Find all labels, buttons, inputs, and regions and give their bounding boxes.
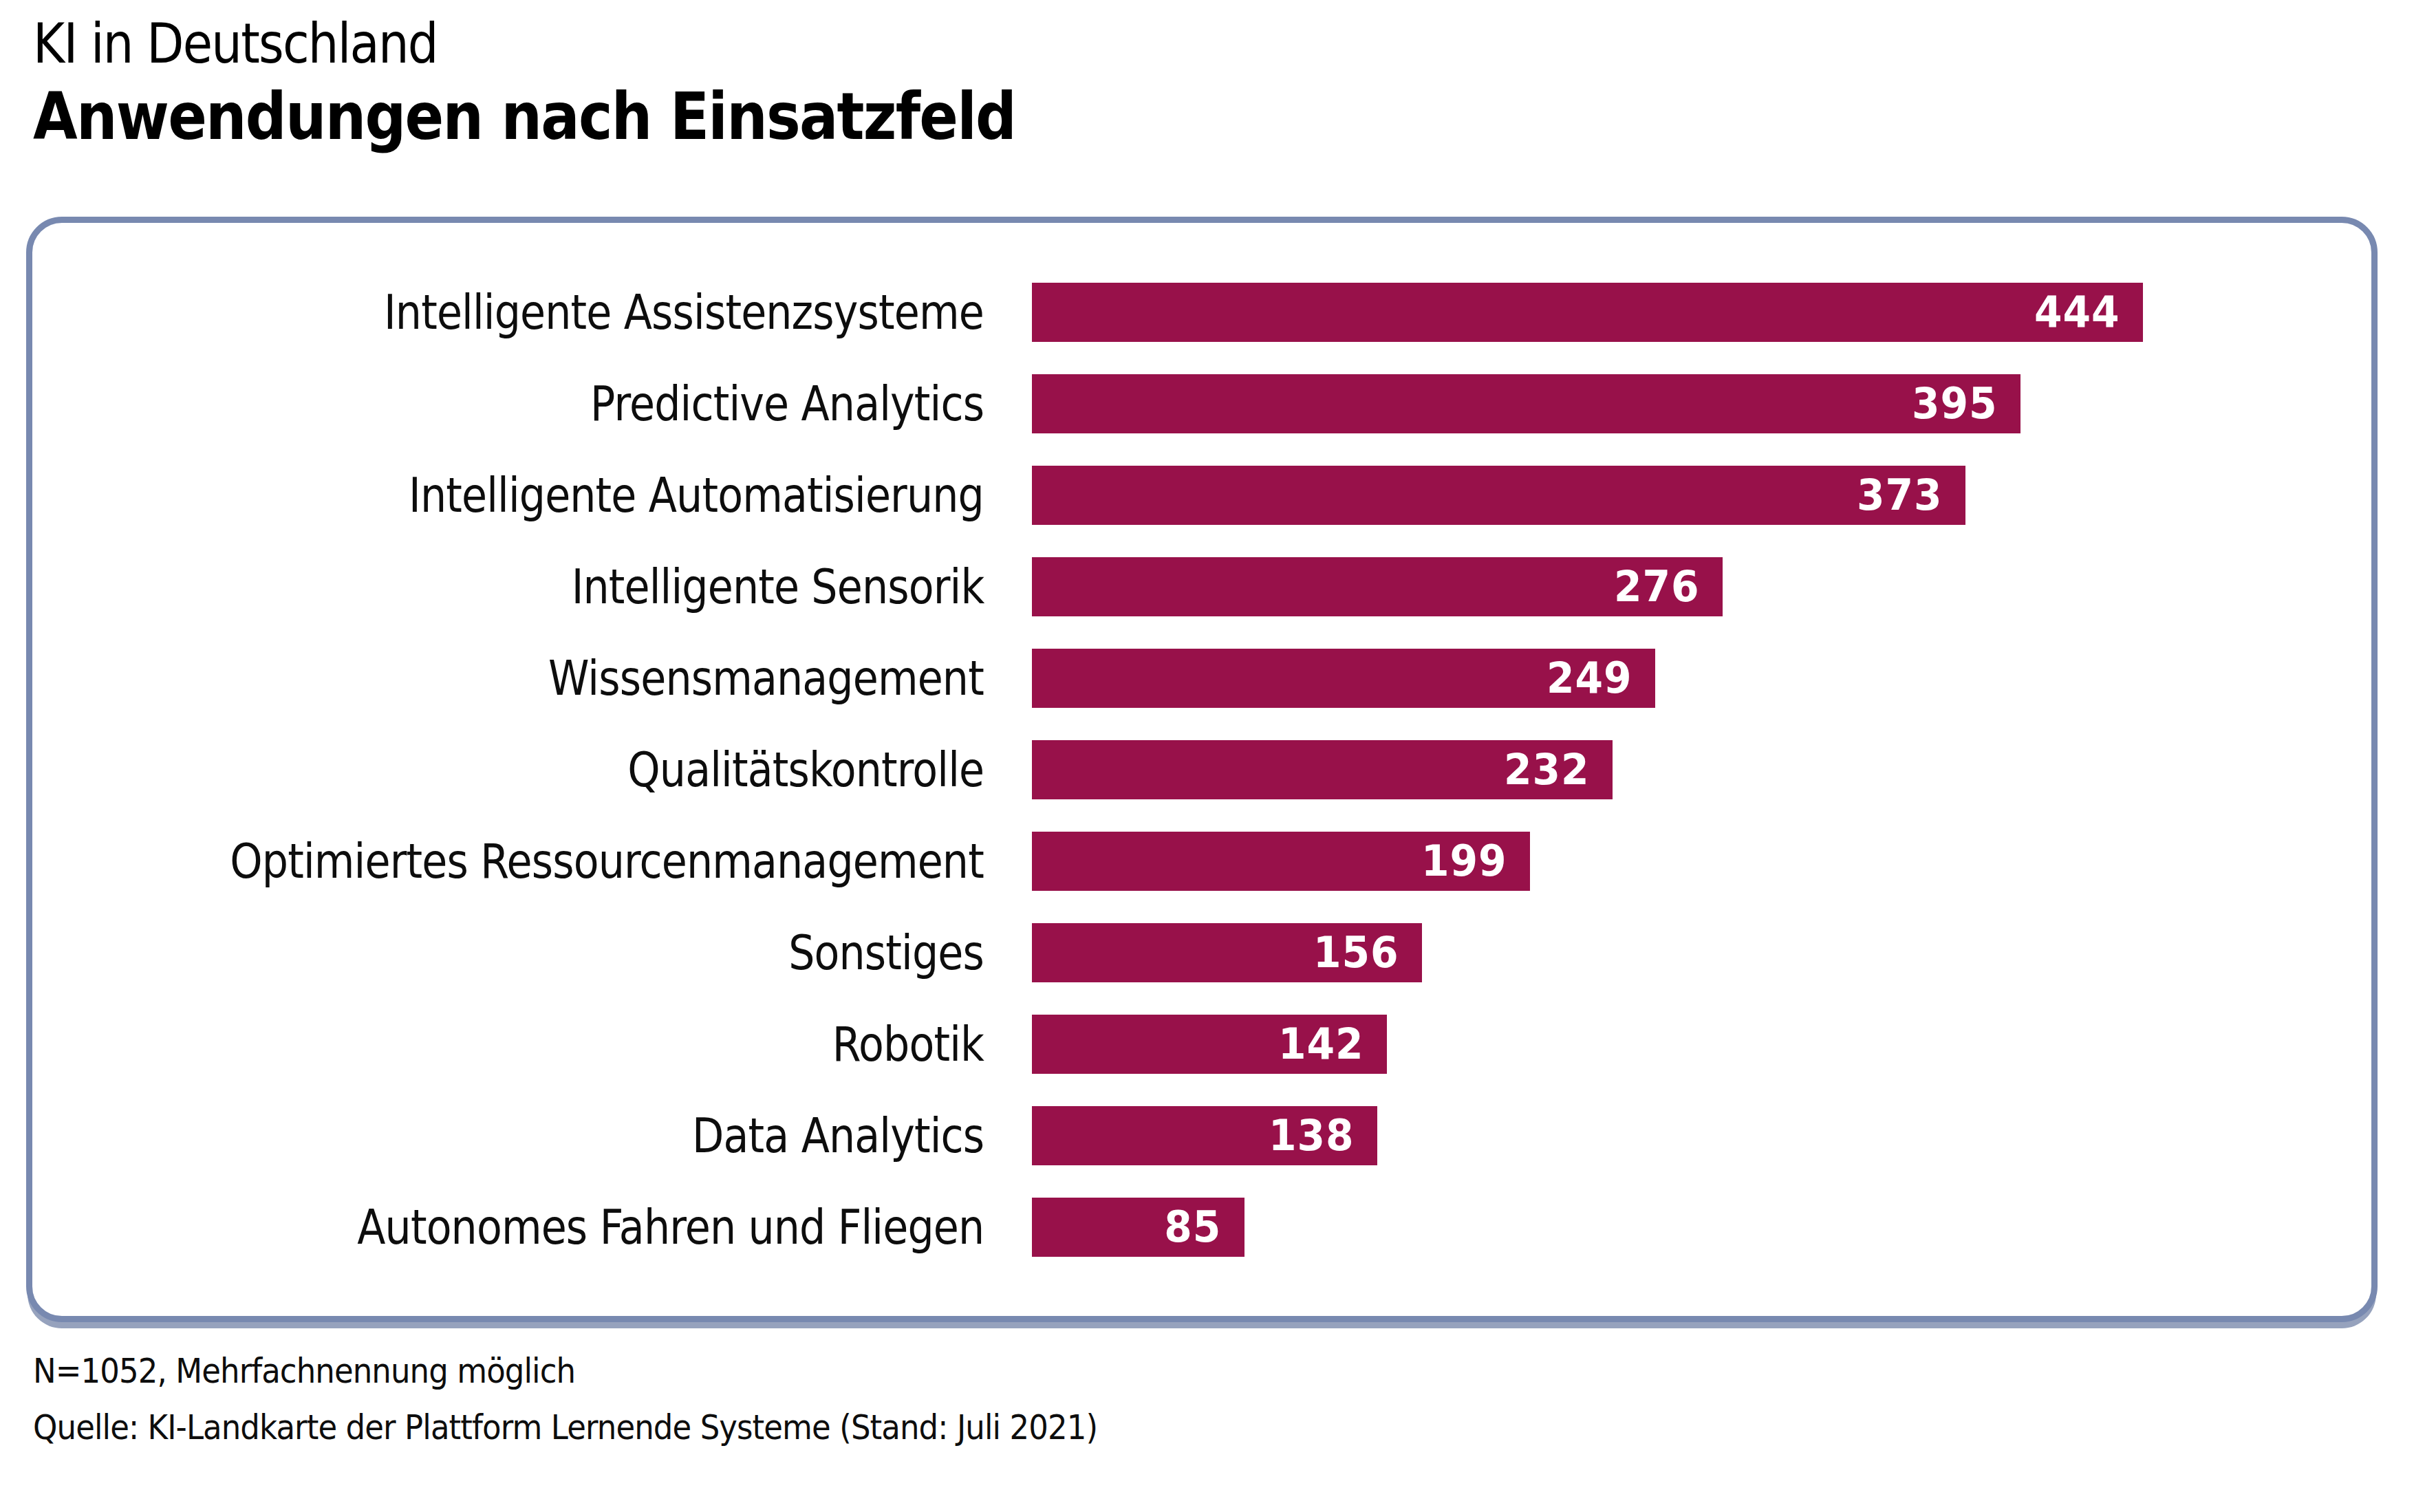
- bar-value-label: 276: [1614, 561, 1699, 612]
- bar-value-label: 138: [1269, 1110, 1354, 1160]
- category-label: Optimiertes Ressourcenmanagement: [32, 833, 1032, 889]
- category-label: Sonstiges: [32, 925, 1032, 981]
- chart-panel: Intelligente Assistenzsysteme 444 Predicti…: [26, 217, 2378, 1322]
- chart-row: Intelligente Sensorik 276: [32, 557, 2371, 616]
- bar-chart: Intelligente Assistenzsysteme 444 Predicti…: [32, 223, 2371, 1316]
- chart-row: Autonomes Fahren und Fliegen 85: [32, 1198, 2371, 1257]
- category-label: Qualitätskontrolle: [32, 742, 1032, 798]
- page-title: KI in Deutschland: [33, 12, 1015, 76]
- bar-value-label: 142: [1278, 1019, 1364, 1069]
- bar: 373: [1032, 466, 1965, 525]
- footnotes: N=1052, Mehrfachnennung möglich Quelle: …: [33, 1343, 1216, 1456]
- source-note: Quelle: KI-Landkarte der Plattform Lerne…: [33, 1399, 1097, 1456]
- bar: 85: [1032, 1198, 1244, 1257]
- category-label: Intelligente Automatisierung: [32, 467, 1032, 523]
- bar-value-label: 199: [1421, 836, 1507, 886]
- bar: 142: [1032, 1015, 1387, 1074]
- bar: 249: [1032, 649, 1655, 708]
- chart-row: Qualitätskontrolle 232: [32, 740, 2371, 799]
- bar-value-label: 232: [1504, 744, 1589, 795]
- chart-row: Intelligente Assistenzsysteme 444: [32, 283, 2371, 342]
- bar: 232: [1032, 740, 1613, 799]
- bar-value-label: 85: [1164, 1202, 1221, 1252]
- infographic-canvas: KI in Deutschland Anwendungen nach Einsa…: [0, 0, 2414, 1512]
- page-subtitle: Anwendungen nach Einsatzfeld: [33, 76, 1015, 158]
- bar: 444: [1032, 283, 2143, 342]
- category-label: Intelligente Assistenzsysteme: [32, 284, 1032, 341]
- bar: 199: [1032, 832, 1530, 891]
- bar: 156: [1032, 923, 1422, 982]
- category-label: Intelligente Sensorik: [32, 559, 1032, 615]
- bar-value-label: 395: [1912, 378, 1997, 429]
- title-block: KI in Deutschland Anwendungen nach Einsa…: [33, 12, 1150, 158]
- chart-row: Wissensmanagement 249: [32, 649, 2371, 708]
- sample-size-note: N=1052, Mehrfachnennung möglich: [33, 1343, 1097, 1399]
- bar: 276: [1032, 557, 1723, 616]
- category-label: Predictive Analytics: [32, 376, 1032, 432]
- chart-row: Optimiertes Ressourcenmanagement 199: [32, 832, 2371, 891]
- chart-row: Intelligente Automatisierung 373: [32, 466, 2371, 525]
- bar-value-label: 249: [1547, 653, 1632, 703]
- bar: 138: [1032, 1106, 1377, 1165]
- chart-row: Robotik 142: [32, 1015, 2371, 1074]
- chart-row: Predictive Analytics 395: [32, 374, 2371, 433]
- chart-row: Data Analytics 138: [32, 1106, 2371, 1165]
- bar-value-label: 444: [2034, 287, 2120, 337]
- bar-value-label: 156: [1313, 927, 1399, 978]
- bar: 395: [1032, 374, 2020, 433]
- category-label: Data Analytics: [32, 1108, 1032, 1164]
- category-label: Autonomes Fahren und Fliegen: [32, 1199, 1032, 1255]
- chart-row: Sonstiges 156: [32, 923, 2371, 982]
- category-label: Robotik: [32, 1016, 1032, 1072]
- category-label: Wissensmanagement: [32, 650, 1032, 706]
- bar-value-label: 373: [1857, 470, 1942, 520]
